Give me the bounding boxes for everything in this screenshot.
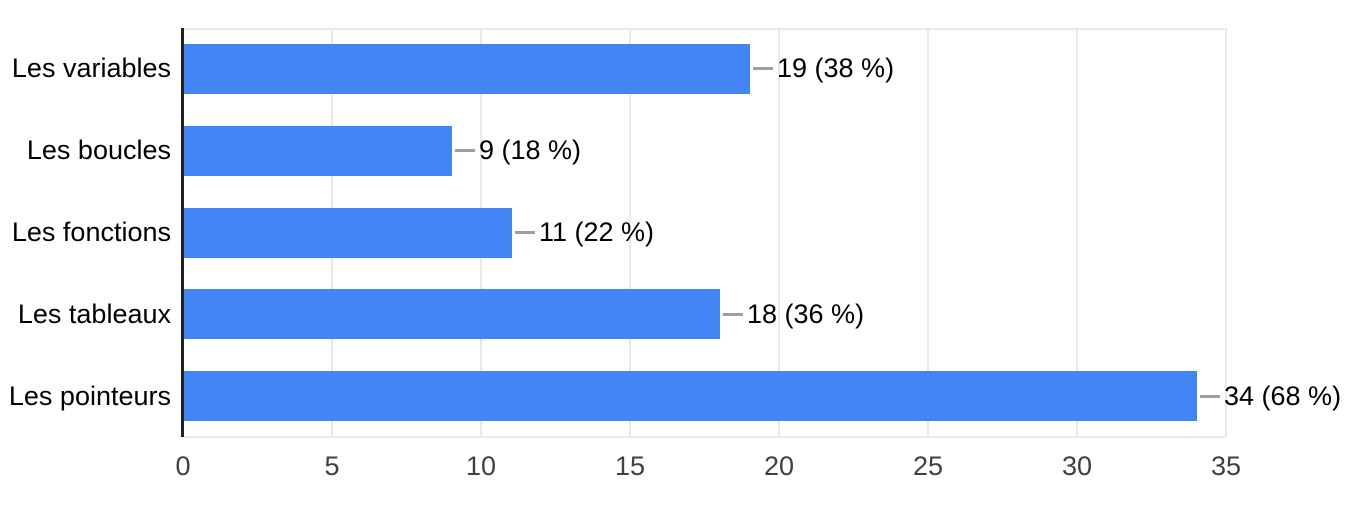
x-tick-label: 35 bbox=[1210, 451, 1242, 481]
plot-top-border bbox=[183, 28, 1226, 30]
gridline bbox=[927, 28, 929, 437]
value-label: 19 (38 %) bbox=[777, 53, 895, 84]
x-tick-label: 10 bbox=[465, 451, 497, 481]
x-tick-label: 0 bbox=[175, 451, 191, 481]
value-connector-line bbox=[723, 312, 743, 316]
bar bbox=[184, 207, 512, 258]
x-tick-label: 15 bbox=[614, 451, 646, 481]
gridline bbox=[1225, 28, 1227, 437]
value-label: 34 (68 %) bbox=[1224, 380, 1342, 411]
bar bbox=[184, 125, 452, 176]
bar bbox=[184, 43, 750, 94]
category-label: Les pointeurs bbox=[8, 380, 171, 411]
category-label: Les variables bbox=[11, 53, 171, 84]
x-tick-label: 20 bbox=[763, 451, 795, 481]
value-connector-line bbox=[515, 231, 535, 234]
value-connector-line bbox=[1200, 394, 1220, 398]
gridline bbox=[778, 28, 780, 437]
bar bbox=[184, 289, 720, 340]
bar bbox=[184, 371, 1197, 422]
gridline bbox=[1076, 28, 1078, 437]
value-label: 11 (22 %) bbox=[539, 217, 655, 247]
y-axis-line bbox=[181, 28, 184, 437]
value-label: 9 (18 %) bbox=[479, 135, 582, 166]
category-label: Les tableaux bbox=[17, 298, 171, 329]
value-label: 18 (36 %) bbox=[747, 298, 865, 329]
category-label: Les boucles bbox=[26, 135, 171, 166]
x-tick-label: 30 bbox=[1061, 451, 1093, 481]
plot-bottom-border bbox=[183, 436, 1226, 438]
gridline bbox=[629, 28, 631, 437]
x-tick-label: 5 bbox=[324, 451, 340, 481]
category-label: Les fonctions bbox=[11, 217, 171, 247]
value-connector-line bbox=[455, 149, 475, 153]
value-connector-line bbox=[753, 67, 773, 71]
x-tick-label: 25 bbox=[912, 451, 944, 481]
